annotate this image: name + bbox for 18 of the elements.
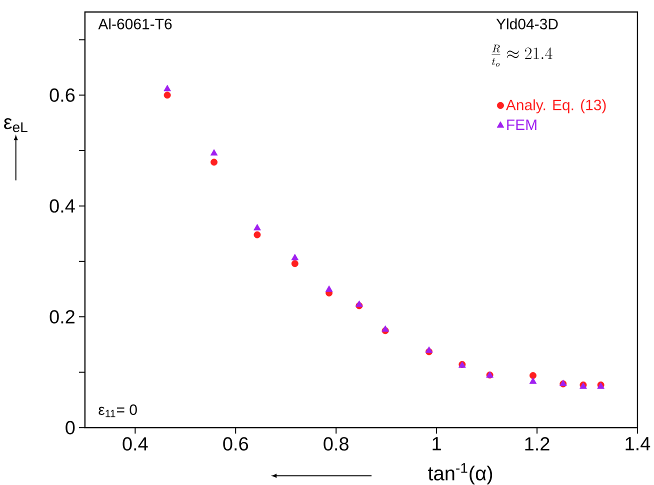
annotation: Al-6061-T6 [98,18,172,30]
x-tick-label: 1 [432,437,441,450]
legend-label: Analy. Eq. (13) [506,100,606,114]
annotation: ε$_{11}$= 0 [98,404,137,418]
annotation: Yld04-3D [496,18,558,30]
y-axis-title: ε$_{eL}$ [4,118,28,132]
x-tick-label: 1.4 [626,437,650,450]
x-tick-label: 0.6 [223,437,248,451]
y-tick-label: 0 [66,421,75,435]
x-tick-label: 0.8 [324,437,348,451]
y-tick-label: 0.4 [50,199,75,213]
annotation: $\frac{R}{t_{o}}\approx 21.4$ [492,44,552,67]
x-tick-label: 0.4 [122,437,148,451]
x-tick-label: 1.2 [525,437,550,451]
y-tick-label: 0.6 [50,88,75,102]
legend-label: FEM [507,120,536,130]
y-tick-label: 0.2 [50,310,74,324]
x-axis-title: tan$^{-1}$(α) [428,463,492,485]
